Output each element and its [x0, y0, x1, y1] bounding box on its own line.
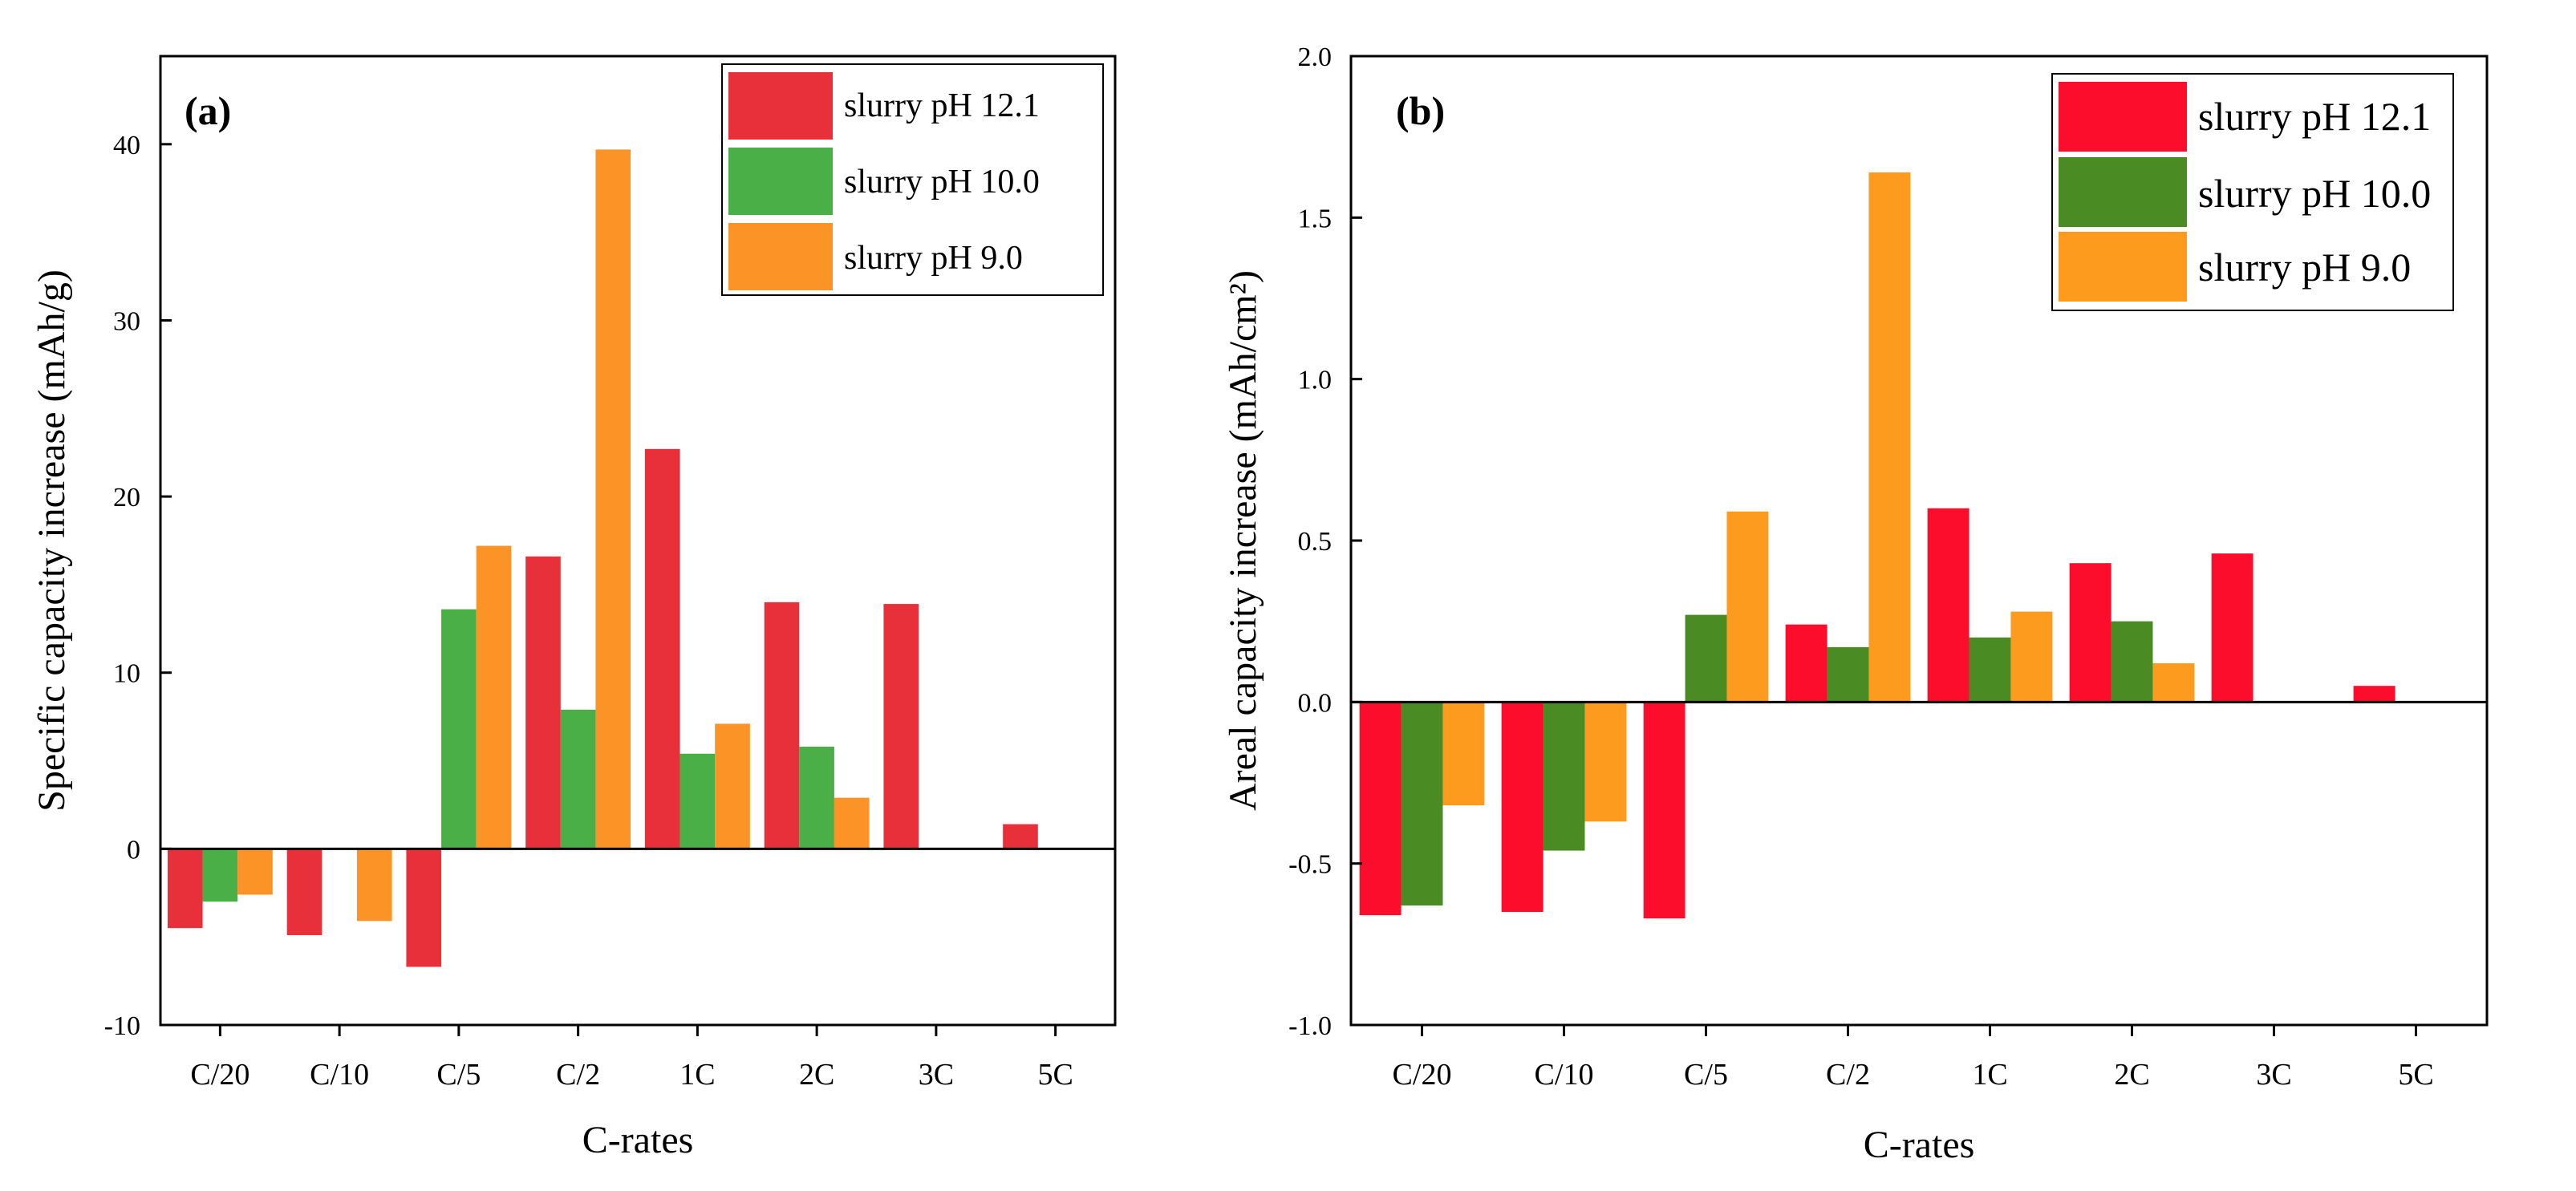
bar-slurry-ph-9-0-2c — [834, 797, 870, 849]
panel-b-x-axis: C/20 C/10 C/5 C/2 1C 2C 3C 5C — [1393, 1025, 2434, 1092]
bar-slurry-ph-12-1-3c — [2211, 553, 2253, 703]
x-tick-label-c-5: C/5 — [1684, 1058, 1728, 1092]
bar-slurry-ph-10-0-2c — [2111, 621, 2153, 703]
panel-b-x-axis-title: C-rates — [1864, 1124, 1975, 1166]
bar-slurry-ph-12-1-c-20 — [1359, 702, 1402, 916]
y-tick-label: 2.0 — [1298, 43, 1333, 72]
legend-swatch-ph-10-0 — [728, 148, 833, 215]
panel-b-y-axis-title: Areal capacity increase (mAh/cm²) — [1222, 270, 1264, 811]
x-tick-label-3c: 3C — [2256, 1058, 2291, 1092]
bar-slurry-ph-12-1-c-10 — [286, 849, 323, 935]
bar-slurry-ph-9-0-1c — [715, 723, 750, 849]
panel-b-areal-capacity: -1.0 -0.5 0.0 0.5 1.0 1.5 2.0 C/20 C/10 C/5 C/2 1C… — [1222, 43, 2489, 1166]
bar-slurry-ph-12-1-c-5 — [1643, 702, 1686, 919]
legend-label-ph-12-1: slurry pH 12.1 — [2198, 94, 2431, 139]
legend-label-ph-10-0: slurry pH 10.0 — [2198, 171, 2431, 216]
x-tick-label-c-2: C/2 — [556, 1058, 600, 1092]
panel-b-label: (b) — [1396, 88, 1445, 133]
y-tick-label: 1.0 — [1298, 366, 1333, 395]
bar-slurry-ph-9-0-c-20 — [237, 849, 273, 895]
bar-slurry-ph-10-0-c-20 — [1401, 702, 1443, 906]
bar-slurry-ph-9-0-c-5 — [1726, 511, 1769, 703]
bar-slurry-ph-10-0-c-10 — [1543, 702, 1585, 851]
bar-slurry-ph-12-1-3c — [883, 604, 919, 849]
bar-slurry-ph-9-0-c-2 — [1868, 172, 1911, 703]
y-tick-label: 30 — [113, 306, 140, 336]
bar-slurry-ph-9-0-c-2 — [595, 149, 631, 849]
bar-slurry-ph-12-1-1c — [644, 448, 680, 849]
bar-slurry-ph-10-0-c-5 — [1685, 614, 1727, 703]
legend-label-ph-12-1: slurry pH 12.1 — [844, 87, 1040, 124]
legend-label-ph-10-0: slurry pH 10.0 — [844, 164, 1040, 201]
bar-slurry-ph-10-0-1c — [679, 753, 716, 849]
x-tick-label-c-2: C/2 — [1826, 1058, 1870, 1092]
x-tick-label-5c: 5C — [2398, 1058, 2433, 1092]
y-tick-label: 10 — [113, 659, 140, 689]
x-tick-label-3c: 3C — [919, 1058, 954, 1092]
bar-slurry-ph-12-1-c-2 — [525, 556, 561, 849]
bar-slurry-ph-10-0-c-2 — [1827, 646, 1869, 703]
bar-slurry-ph-12-1-1c — [1927, 508, 1970, 703]
bar-slurry-ph-10-0-c-20 — [202, 849, 238, 902]
x-tick-label-c-20: C/20 — [190, 1058, 249, 1092]
x-tick-label-1c: 1C — [679, 1058, 715, 1092]
bar-slurry-ph-9-0-1c — [2010, 611, 2053, 703]
bar-slurry-ph-12-1-c-10 — [1501, 702, 1544, 913]
bar-slurry-ph-9-0-2c — [2152, 663, 2195, 703]
legend-swatch-ph-9-0 — [2059, 232, 2187, 302]
y-tick-label: 40 — [113, 131, 140, 160]
legend-label-ph-9-0: slurry pH 9.0 — [2198, 245, 2411, 290]
panel-b-y-axis: -1.0 -0.5 0.0 0.5 1.0 1.5 2.0 — [1288, 43, 1362, 1041]
bar-slurry-ph-10-0-2c — [799, 746, 834, 849]
y-tick-label: -10 — [104, 1011, 140, 1041]
bar-slurry-ph-9-0-c-20 — [1442, 702, 1485, 806]
bar-slurry-ph-10-0-c-5 — [441, 609, 477, 849]
x-tick-label-5c: 5C — [1037, 1058, 1073, 1092]
panel-a-label: (a) — [185, 88, 231, 133]
legend-swatch-ph-9-0 — [728, 223, 833, 290]
panel-a-bars — [167, 149, 1038, 967]
bar-slurry-ph-12-1-c-5 — [406, 849, 442, 967]
bar-slurry-ph-10-0-c-2 — [560, 709, 596, 849]
panel-b-legend: slurry pH 12.1 slurry pH 10.0 slurry pH … — [2051, 73, 2454, 311]
y-tick-label: 0.5 — [1298, 527, 1333, 557]
y-tick-label: 0 — [127, 835, 140, 865]
bar-slurry-ph-12-1-2c — [2069, 563, 2112, 703]
x-tick-label-2c: 2C — [799, 1058, 834, 1092]
bar-slurry-ph-9-0-c-10 — [1584, 702, 1627, 822]
panel-a-plot-frame — [159, 55, 1117, 1027]
legend-swatch-ph-12-1 — [728, 72, 833, 140]
panel-a-x-axis: C/20 C/10 C/5 C/2 1C 2C 3C 5C — [190, 1025, 1073, 1092]
legend-label-ph-9-0: slurry pH 9.0 — [844, 240, 1023, 277]
x-tick-label-c-5: C/5 — [436, 1058, 481, 1092]
bar-slurry-ph-12-1-5c — [2353, 686, 2395, 703]
bar-slurry-ph-9-0-c-5 — [476, 545, 512, 849]
panel-a-y-axis-title: Specific capacity increase (mAh/g) — [30, 269, 73, 812]
bar-slurry-ph-12-1-c-20 — [167, 849, 203, 929]
x-tick-label-c-10: C/10 — [310, 1058, 369, 1092]
y-tick-label: 0.0 — [1298, 688, 1333, 718]
panel-b-bars — [1359, 172, 2395, 919]
x-tick-label-c-20: C/20 — [1393, 1058, 1452, 1092]
y-tick-label: -1.0 — [1288, 1011, 1332, 1041]
y-tick-label: -0.5 — [1288, 850, 1332, 880]
bar-slurry-ph-12-1-2c — [764, 602, 800, 849]
bar-slurry-ph-10-0-1c — [1969, 637, 2011, 703]
bar-slurry-ph-12-1-c-2 — [1785, 624, 1828, 703]
y-tick-label: 1.5 — [1298, 204, 1333, 233]
panel-a-y-axis: -10 0 10 20 30 40 — [104, 131, 172, 1041]
bar-slurry-ph-9-0-c-10 — [356, 849, 392, 922]
x-tick-label-1c: 1C — [1972, 1058, 2007, 1092]
bar-slurry-ph-12-1-5c — [1003, 824, 1038, 849]
legend-swatch-ph-10-0 — [2059, 157, 2187, 227]
x-tick-label-c-10: C/10 — [1535, 1058, 1594, 1092]
panel-a-x-axis-title: C-rates — [582, 1119, 694, 1161]
y-tick-label: 20 — [113, 483, 140, 512]
panel-a-legend: slurry pH 12.1 slurry pH 10.0 slurry pH … — [721, 63, 1104, 296]
legend-swatch-ph-12-1 — [2059, 82, 2187, 152]
x-tick-label-2c: 2C — [2114, 1058, 2149, 1092]
